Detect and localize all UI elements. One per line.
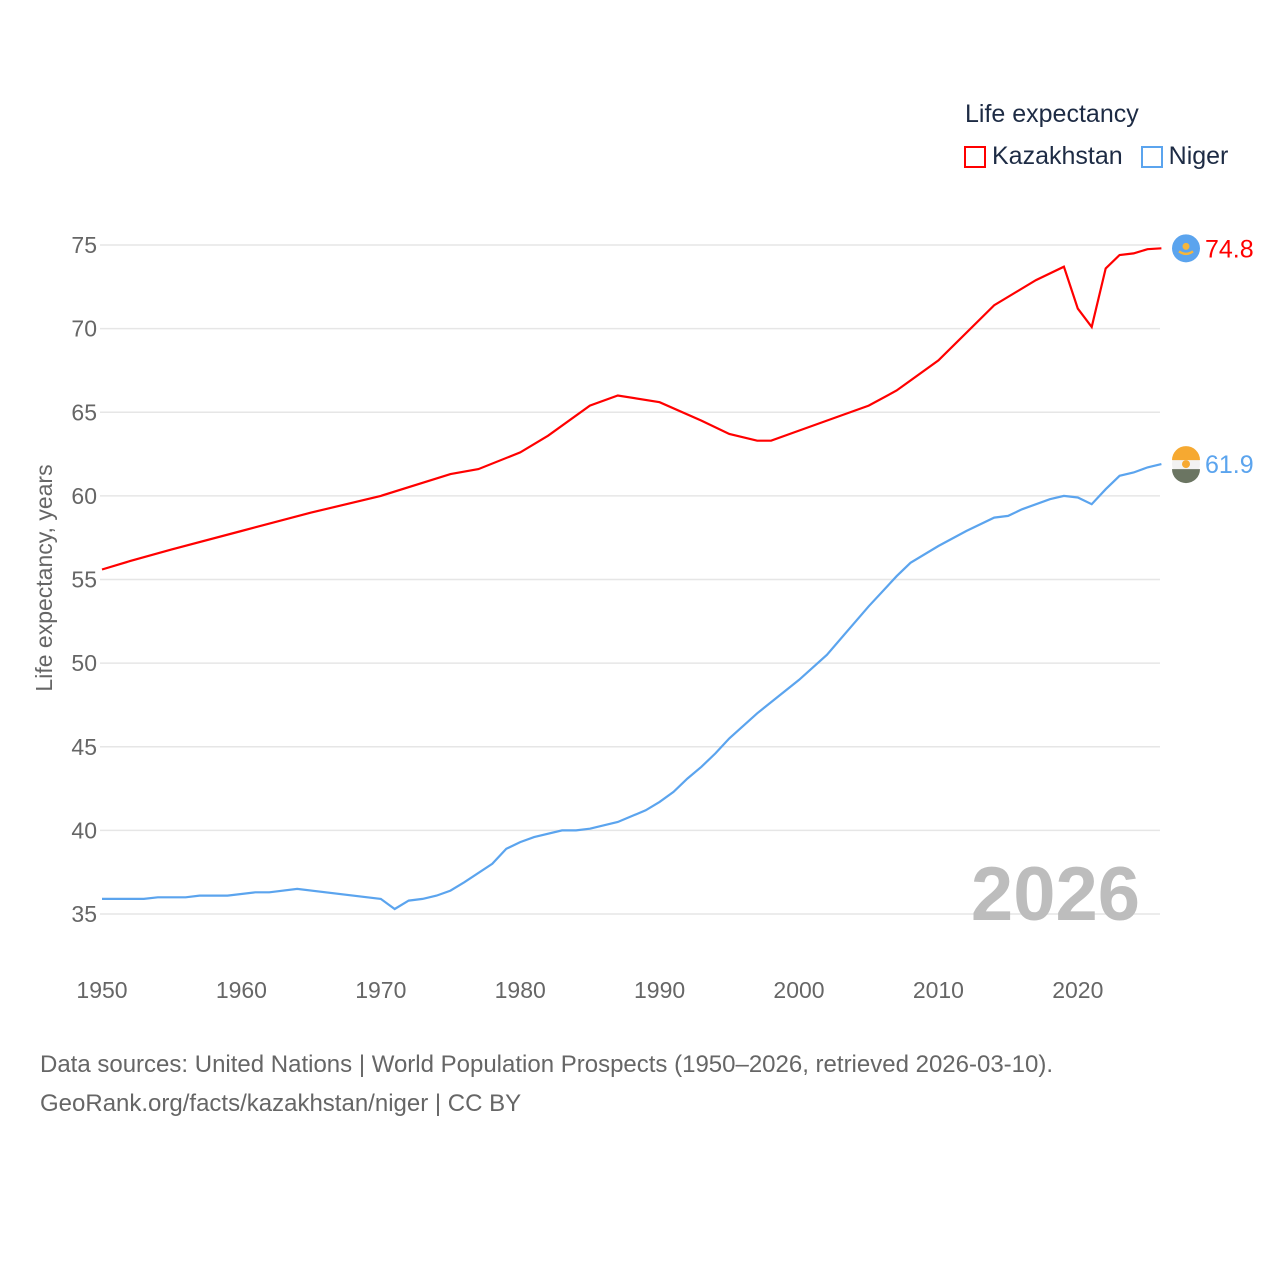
y-tick-label: 70 bbox=[71, 316, 97, 342]
data-source-footer: Data sources: United Nations | World Pop… bbox=[40, 1045, 1053, 1123]
legend-title: Life expectancy bbox=[965, 100, 1139, 128]
y-tick-label: 65 bbox=[71, 399, 97, 425]
y-tick-label: 75 bbox=[71, 232, 97, 258]
end-value-label: 74.8 bbox=[1205, 235, 1254, 263]
legend-swatch bbox=[1140, 145, 1163, 168]
x-tick-label: 1990 bbox=[634, 977, 685, 1003]
y-tick-label: 55 bbox=[71, 567, 97, 593]
legend-label: Niger bbox=[1168, 142, 1229, 170]
flag-sun-icon bbox=[1182, 242, 1190, 250]
x-tick-label: 1950 bbox=[76, 977, 127, 1003]
flag-eagle-icon bbox=[1178, 250, 1194, 256]
y-tick-label: 45 bbox=[71, 734, 97, 760]
legend-swatch bbox=[964, 145, 986, 168]
flag-green-band bbox=[1172, 469, 1200, 484]
end-value-label: 61.9 bbox=[1205, 451, 1254, 479]
year-label: 2026 bbox=[971, 852, 1140, 937]
series-line-kazakhstan bbox=[101, 247, 1162, 571]
flag-disc bbox=[1182, 460, 1190, 469]
x-tick-label: 2000 bbox=[773, 977, 824, 1003]
x-tick-label: 1960 bbox=[216, 977, 267, 1003]
y-tick-label: 35 bbox=[71, 901, 97, 927]
y-axis-label: Life expectancy, years bbox=[31, 464, 57, 691]
source-line: Data sources: United Nations | World Pop… bbox=[40, 1051, 1054, 1078]
x-tick-label: 2010 bbox=[913, 977, 964, 1003]
x-tick-label: 1980 bbox=[495, 977, 546, 1003]
x-tick-label: 2020 bbox=[1052, 977, 1103, 1003]
series-line-niger bbox=[102, 463, 1162, 911]
y-tick-label: 40 bbox=[71, 817, 97, 843]
legend-item-niger[interactable]: Niger bbox=[1140, 142, 1229, 171]
source-link[interactable]: GeoRank.org/facts/kazakhstan/niger | CC … bbox=[40, 1090, 522, 1117]
legend: Kazakhstan Niger bbox=[964, 142, 1228, 171]
x-tick-label: 1970 bbox=[355, 977, 406, 1003]
y-tick-label: 60 bbox=[71, 483, 97, 509]
legend-item-kazakhstan[interactable]: Kazakhstan bbox=[964, 142, 1123, 171]
y-tick-label: 50 bbox=[71, 650, 97, 676]
flag-orange-band bbox=[1172, 446, 1200, 461]
legend-label: Kazakhstan bbox=[992, 142, 1123, 170]
